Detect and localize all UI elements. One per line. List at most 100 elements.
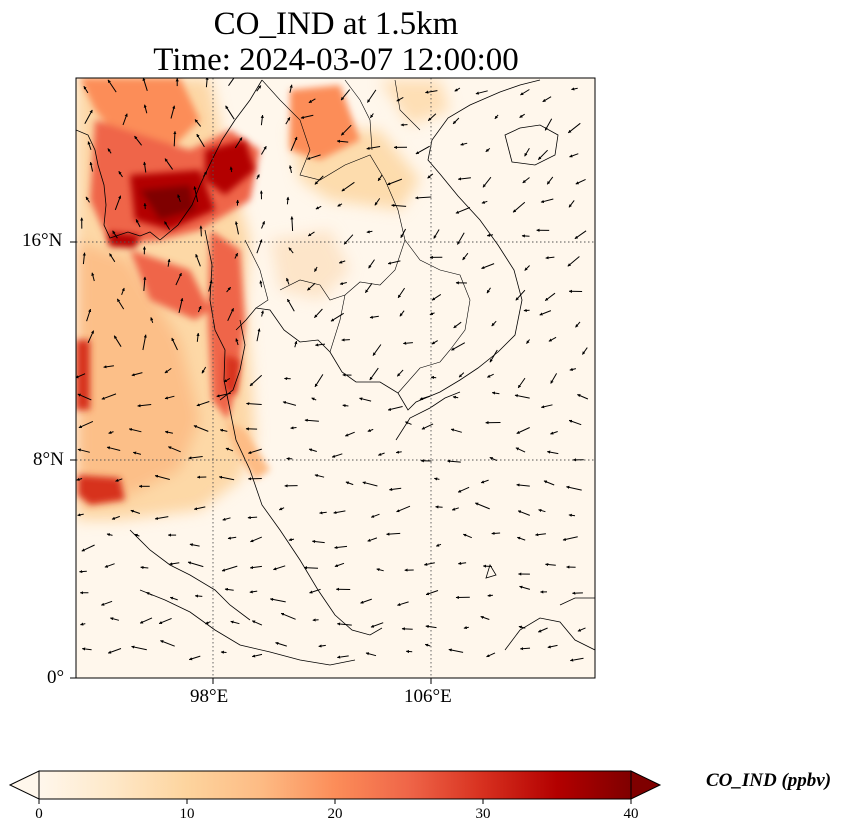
wind-arrow — [341, 338, 350, 342]
wind-arrow — [336, 655, 349, 659]
wind-arrow — [154, 516, 169, 520]
wind-arrow — [118, 171, 123, 178]
wind-arrow — [134, 533, 140, 537]
wind-arrow — [173, 130, 177, 147]
wind-arrow — [208, 279, 213, 292]
wind-arrow — [205, 78, 209, 88]
wind-arrow — [524, 265, 530, 271]
map-frame — [75, 77, 596, 679]
wind-arrow — [415, 145, 430, 155]
map-timestamp: Time: 2024-03-07 12:00:00 — [153, 42, 519, 78]
wind-arrow — [512, 201, 526, 213]
wind-arrow — [290, 136, 298, 151]
wind-arrow — [431, 293, 442, 301]
wind-arrow — [91, 272, 95, 282]
wind-arrow — [396, 369, 404, 377]
lon-label-106e: 106°E — [404, 686, 452, 707]
wind-arrow — [544, 292, 556, 301]
wind-arrow — [545, 562, 556, 567]
wind-arrow — [196, 401, 210, 407]
axis-ticks — [70, 241, 432, 684]
wind-arrow — [456, 232, 465, 245]
country-borders — [244, 79, 471, 394]
wind-arrow — [458, 372, 465, 378]
wind-arrow — [545, 256, 555, 260]
wind-arrow — [377, 452, 385, 456]
wind-arrow — [415, 196, 432, 200]
wind-arrow — [491, 531, 501, 535]
colorbar — [8, 770, 662, 804]
wind-arrow — [113, 335, 122, 347]
wind-arrow — [396, 96, 404, 102]
wind-arrow — [256, 239, 263, 254]
wind-arrow — [421, 423, 434, 430]
wind-arrow — [101, 393, 117, 400]
wind-arrow — [288, 247, 294, 254]
wind-arrow — [364, 283, 373, 293]
wind-arrow — [397, 287, 406, 299]
wind-arrow — [568, 419, 582, 426]
wind-arrow — [235, 338, 239, 346]
wind-arrow — [463, 533, 472, 539]
wind-arrow — [425, 90, 438, 94]
wind-arrow — [401, 627, 413, 631]
wind-arrow — [367, 428, 374, 432]
wind-arrow — [143, 161, 147, 173]
wind-arrow — [193, 186, 199, 203]
wind-arrow — [225, 447, 234, 452]
wind-arrow — [260, 114, 264, 126]
wind-arrow — [517, 377, 526, 389]
wind-arrow — [453, 321, 462, 329]
wind-arrow — [139, 617, 153, 624]
colorbar-label: CO_IND (ppbv) — [706, 770, 832, 791]
wind-arrow — [452, 395, 459, 399]
wind-arrow — [425, 590, 439, 596]
lon-label-98e: 98°E — [190, 686, 229, 707]
wind-arrow — [223, 377, 231, 383]
wind-arrow — [318, 644, 326, 648]
colorbar-tick-30: 30 — [475, 806, 491, 822]
colorbar-max-extend — [630, 770, 662, 800]
wind-arrow — [359, 397, 372, 402]
wind-arrow — [577, 394, 589, 400]
wind-arrow — [224, 587, 234, 592]
wind-arrow — [388, 487, 402, 492]
wind-arrow — [334, 545, 348, 550]
wind-arrow — [307, 282, 316, 291]
wind-arrow — [143, 276, 147, 291]
wind-arrow — [121, 287, 125, 295]
wind-arrow — [571, 87, 578, 91]
wind-arrow — [205, 621, 211, 625]
map-title: CO_IND at 1.5km — [213, 6, 459, 42]
wind-arrow — [568, 200, 575, 208]
wind-arrow — [482, 176, 492, 188]
wind-arrow — [451, 507, 459, 511]
wind-arrow — [193, 425, 209, 432]
wind-arrow — [480, 479, 489, 484]
wind-arrow — [397, 601, 409, 606]
lat-label-0: 0° — [47, 667, 65, 688]
wind-arrow — [314, 308, 323, 319]
wind-arrow — [343, 234, 354, 245]
wind-arrow — [228, 78, 235, 86]
wind-arrow — [250, 536, 262, 543]
wind-arrow — [520, 89, 530, 96]
wind-arrow — [201, 366, 207, 374]
wind-arrow — [538, 627, 548, 633]
wind-arrow — [107, 79, 117, 93]
wind-arrow — [164, 158, 174, 170]
wind-arrow — [308, 98, 316, 104]
wind-arrow — [234, 221, 239, 235]
wind-arrow — [519, 647, 531, 651]
wind-arrow — [524, 147, 530, 157]
wind-arrow — [194, 594, 203, 598]
wind-arrow — [312, 618, 319, 622]
wind-arrow — [109, 253, 116, 263]
wind-arrow — [454, 87, 461, 92]
wind-arrow — [425, 624, 437, 629]
wind-arrow — [81, 544, 95, 552]
wind-arrow — [491, 391, 500, 395]
wind-arrow — [164, 221, 171, 230]
wind-arrow — [419, 395, 431, 401]
wind-arrow — [76, 373, 86, 379]
